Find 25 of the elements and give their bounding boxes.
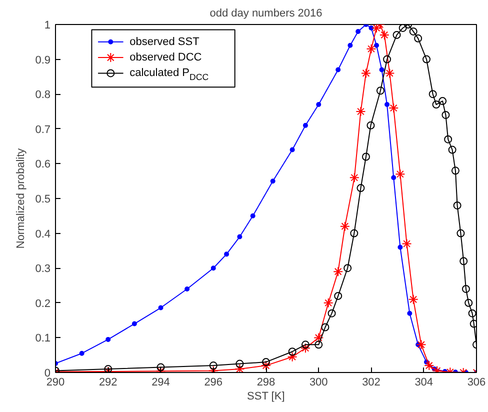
- y-axis-title: Normalized probality: [15, 148, 28, 249]
- y-tick-label: 1: [44, 20, 51, 32]
- x-tick-label: 298: [256, 376, 276, 388]
- y-tick-label: 0.3: [35, 263, 51, 276]
- x-tick-label: 290: [46, 376, 65, 388]
- y-tick-label: 0.9: [35, 54, 51, 66]
- x-axis-title: SST [K]: [247, 390, 285, 402]
- y-tick-label: 0.1: [35, 332, 51, 345]
- x-tick-label: 294: [152, 376, 170, 388]
- y-tick-label: 0.6: [35, 158, 51, 171]
- x-tick-label: 296: [204, 376, 223, 388]
- y-tick-label: 0: [44, 368, 51, 380]
- x-tick-label: 306: [467, 376, 486, 388]
- y-tick-label: 0.8: [35, 89, 51, 102]
- legend-label: observed SST: [130, 36, 200, 48]
- legend-label: observed DCC: [130, 52, 202, 64]
- x-tick-label: 300: [309, 376, 328, 388]
- y-tick-label: 0.5: [35, 194, 51, 206]
- chart-title: odd day numbers 2016: [210, 8, 322, 20]
- x-tick-label: 304: [414, 376, 434, 388]
- x-tick-label: 292: [98, 376, 118, 388]
- y-tick-label: 0.2: [35, 298, 51, 310]
- y-tick-label: 0.7: [35, 124, 51, 136]
- x-tick-label: 302: [362, 376, 380, 388]
- y-tick-label: 0.4: [35, 228, 51, 240]
